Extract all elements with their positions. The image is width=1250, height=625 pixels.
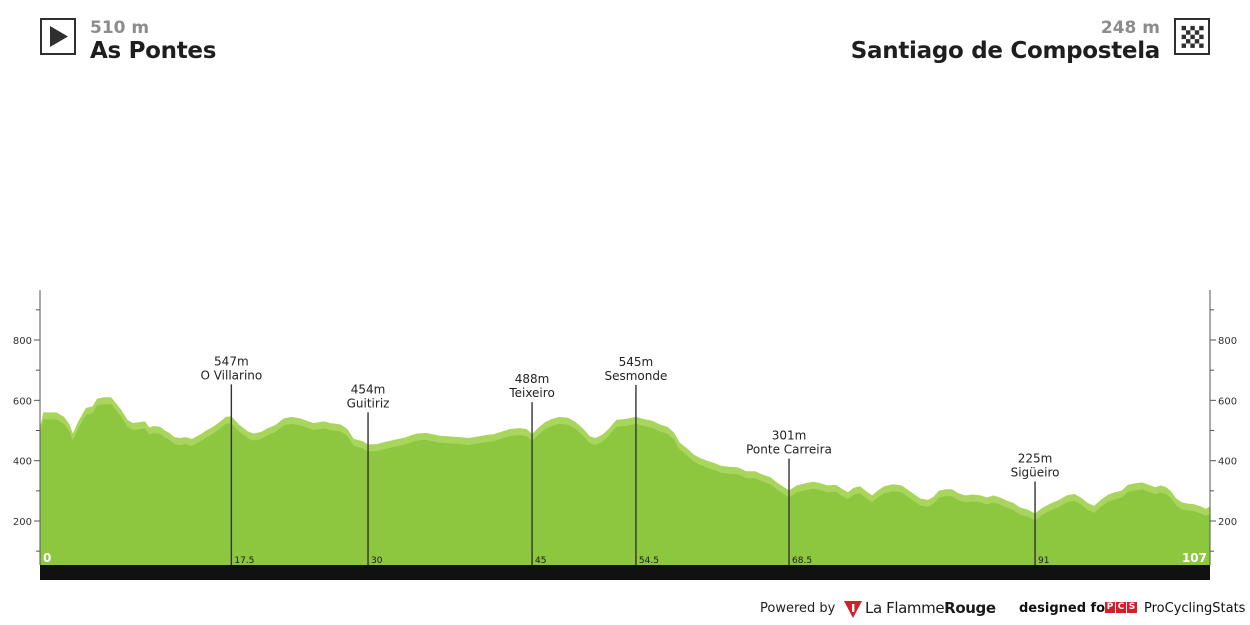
waypoint-km-label: 17.5	[234, 556, 254, 566]
waypoint-name-label: Guitiriz	[347, 396, 390, 410]
finish-location: Santiago de Compostela	[850, 38, 1161, 64]
pcs-letter-p: P	[1105, 602, 1115, 613]
waypoint-km-label: 68.5	[792, 556, 812, 566]
finish-elevation: 248 m	[1100, 18, 1160, 38]
flamme-rouge-logo-text[interactable]: La FlammeRouge	[865, 599, 996, 617]
waypoint-km-label: 30	[371, 556, 383, 566]
y-tick-label-left: 200	[13, 517, 32, 528]
waypoint-name-label: Teixeiro	[508, 386, 554, 400]
y-tick-label-right: 400	[1218, 457, 1237, 468]
designed-for-label: designed for	[1019, 601, 1112, 616]
waypoint-km-label: 54.5	[639, 556, 659, 566]
checkered-flag-icon	[1174, 18, 1210, 55]
start-location: As Pontes	[90, 38, 217, 64]
waypoint-km-label: 91	[1038, 556, 1049, 566]
y-tick-label-left: 600	[13, 396, 32, 407]
distance-bar	[40, 565, 1210, 580]
km-start-label: 0	[43, 551, 51, 565]
waypoint-elevation-label: 454m	[351, 382, 386, 396]
flamme-bold-text: Rouge	[944, 599, 996, 617]
pcs-logo-icon: P C S	[1105, 602, 1137, 613]
waypoint-name-label: Sigüeiro	[1011, 465, 1060, 479]
procyclingstats-link[interactable]: ProCyclingStats	[1144, 601, 1246, 616]
profile-area	[40, 404, 1210, 565]
pcs-letter-s: S	[1127, 602, 1137, 613]
start-elevation: 510 m	[90, 18, 150, 38]
pcs-letter-c: C	[1116, 602, 1126, 613]
waypoint-name-label: Sesmonde	[604, 369, 667, 383]
waypoint-elevation-label: 488m	[515, 372, 550, 386]
km-end-label: 107	[1182, 551, 1207, 565]
waypoint-elevation-label: 301m	[772, 429, 807, 443]
waypoint-km-label: 45	[535, 556, 546, 566]
y-tick-label-right: 200	[1218, 517, 1237, 528]
waypoint-name-label: Ponte Carreira	[746, 443, 832, 457]
waypoint-elevation-label: 547m	[214, 354, 249, 368]
y-tick-label-right: 800	[1218, 336, 1237, 347]
waypoint-elevation-label: 545m	[619, 355, 654, 369]
play-icon	[40, 18, 76, 55]
y-tick-label-left: 400	[13, 457, 32, 468]
flamme-rouge-logo-icon	[843, 599, 863, 623]
waypoint-elevation-label: 225m	[1018, 451, 1053, 465]
finish-info: 248 m Santiago de Compostela	[850, 18, 1161, 64]
y-tick-label-left: 800	[13, 336, 32, 347]
y-tick-label-right: 600	[1218, 396, 1237, 407]
footer: Powered by La FlammeRouge designed for P…	[0, 597, 1250, 621]
start-info: 510 m As Pontes	[90, 18, 216, 64]
flamme-light-text: La Flamme	[865, 599, 945, 617]
powered-by-label: Powered by	[760, 601, 836, 616]
waypoint-name-label: O Villarino	[200, 368, 262, 382]
